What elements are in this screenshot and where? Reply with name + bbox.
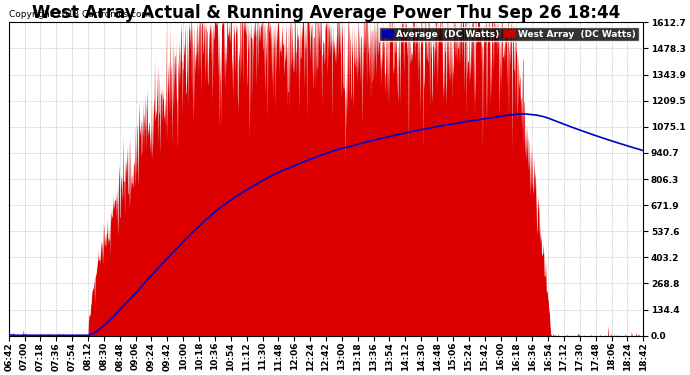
Legend: Average  (DC Watts), West Array  (DC Watts): Average (DC Watts), West Array (DC Watts… [379,27,639,41]
Title: West Array Actual & Running Average Power Thu Sep 26 18:44: West Array Actual & Running Average Powe… [32,4,620,22]
Text: Copyright 2013 Cartronics.com: Copyright 2013 Cartronics.com [9,10,150,19]
